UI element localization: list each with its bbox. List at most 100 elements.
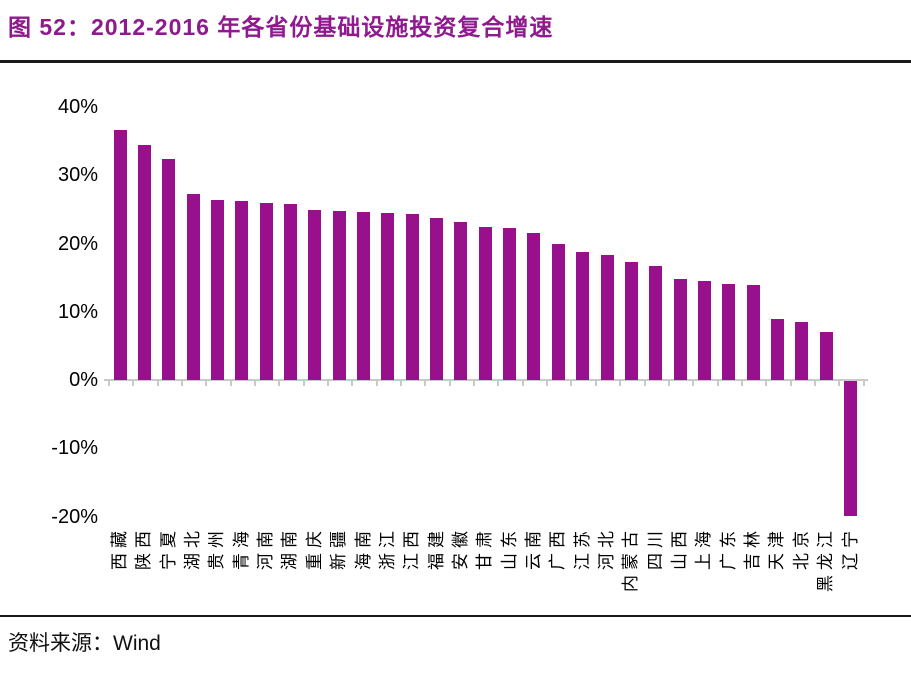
x-axis-label: 湖南 [280, 526, 300, 570]
x-axis-label: 安徽 [450, 526, 470, 570]
axis-tick-mark [497, 380, 500, 386]
bar-广东 [722, 283, 736, 380]
bar-江西 [405, 214, 419, 380]
axis-tick-mark [643, 380, 646, 386]
x-axis-label: 重庆 [304, 526, 324, 570]
bar-西藏 [113, 129, 127, 380]
bar-江苏 [576, 251, 590, 380]
axis-tick-mark [692, 380, 695, 386]
x-axis-label: 四川 [645, 526, 665, 570]
source-note: 资料来源：Wind [8, 627, 161, 657]
x-axis-label: 贵州 [207, 526, 227, 570]
x-axis-label: 江西 [402, 526, 422, 570]
bar-广西 [551, 244, 565, 380]
axis-tick-mark [716, 380, 719, 386]
bar-内蒙古 [624, 261, 638, 380]
x-axis-label: 河南 [256, 526, 276, 570]
axis-tick-mark [180, 380, 183, 386]
bar-重庆 [308, 210, 322, 380]
y-axis-label: 30% [57, 164, 98, 187]
axis-tick-mark [156, 380, 159, 386]
y-axis-label: 40% [57, 96, 98, 118]
bar-辽宁 [844, 381, 857, 517]
y-axis-label: 10% [57, 300, 98, 323]
bar-青海 [235, 201, 249, 380]
axis-tick-mark [107, 380, 110, 386]
x-axis-label: 上海 [694, 526, 714, 570]
y-axis-label: 0% [69, 369, 98, 391]
bar-山西 [673, 278, 687, 380]
x-axis-label: 云南 [523, 526, 543, 570]
bar-陕西 [137, 145, 151, 380]
axis-tick-mark [740, 380, 743, 386]
axis-tick-mark [619, 380, 622, 386]
x-axis-label: 辽宁 [840, 526, 860, 570]
x-axis-label: 广西 [548, 526, 568, 570]
axis-tick-mark [448, 380, 451, 386]
y-axis-label: -10% [51, 437, 98, 460]
x-axis-label: 西藏 [110, 526, 129, 570]
axis-tick-mark [667, 380, 670, 386]
x-axis-label: 甘肃 [475, 526, 495, 570]
axis-tick-mark [546, 380, 549, 386]
bar-贵州 [210, 199, 224, 380]
axis-tick-mark [521, 380, 524, 386]
x-axis-label: 陕西 [134, 526, 154, 570]
y-axis-label: -20% [51, 505, 98, 528]
axis-tick-mark [229, 380, 232, 386]
bar-天津 [770, 319, 784, 380]
bar-湖北 [186, 193, 200, 380]
axis-tick-mark [253, 380, 256, 386]
bar-浙江 [381, 213, 395, 380]
axis-tick-mark [351, 380, 354, 386]
bar-chart: 40% 30% 20% 10% 0% -10% -20% 西藏 陕西 宁夏 湖北 贵州 青海 河南 湖南 重庆… [51, 96, 868, 592]
axis-tick-mark [205, 380, 208, 386]
title-underline [0, 60, 911, 63]
bar-四川 [649, 266, 663, 380]
x-axis-label: 吉林 [743, 526, 763, 570]
bar-山东 [503, 228, 517, 380]
bar-宁夏 [162, 158, 176, 380]
axis-tick-mark [813, 380, 816, 386]
axis-tick-mark [594, 380, 597, 386]
x-axis-label: 河北 [597, 526, 616, 570]
bar-北京 [795, 321, 809, 380]
axis-tick-mark [326, 380, 329, 386]
x-axis-label: 山西 [670, 526, 690, 570]
bar-甘肃 [478, 227, 492, 380]
axis-tick-mark [424, 380, 427, 386]
x-axis-label: 浙江 [377, 526, 397, 570]
bar-河北 [600, 255, 614, 380]
x-axis-label: 广东 [718, 526, 738, 570]
axis-tick-mark [278, 380, 281, 386]
x-axis-label: 黑龙江 [816, 526, 836, 592]
x-axis-label: 北京 [791, 526, 811, 570]
x-axis-label: 宁夏 [158, 526, 178, 570]
bar-安徽 [454, 221, 468, 380]
axis-tick-mark [132, 380, 135, 386]
axis-tick-mark [862, 380, 865, 386]
source-divider [0, 615, 911, 617]
x-axis-label: 天津 [767, 526, 787, 570]
x-axis-label: 山东 [499, 526, 519, 570]
x-axis-label: 福建 [426, 526, 446, 570]
bar-上海 [697, 281, 711, 380]
bar-湖南 [283, 203, 297, 380]
axis-tick-mark [765, 380, 768, 386]
axis-tick-mark [375, 380, 378, 386]
bar-黑龙江 [819, 332, 833, 380]
source-name-label: Wind [113, 632, 161, 655]
bar-云南 [527, 232, 541, 380]
axis-tick-mark [838, 380, 841, 386]
x-axis-line [104, 379, 868, 381]
axis-tick-mark [302, 380, 305, 386]
bar-吉林 [746, 285, 760, 380]
x-axis-label: 青海 [231, 526, 251, 570]
axis-tick-mark [570, 380, 573, 386]
x-axis-label: 内蒙古 [621, 526, 641, 592]
bar-福建 [430, 217, 444, 380]
y-axis-label: 20% [57, 232, 98, 255]
axis-tick-mark [789, 380, 792, 386]
bar-新疆 [332, 210, 346, 380]
x-axis-label: 海南 [353, 526, 373, 570]
